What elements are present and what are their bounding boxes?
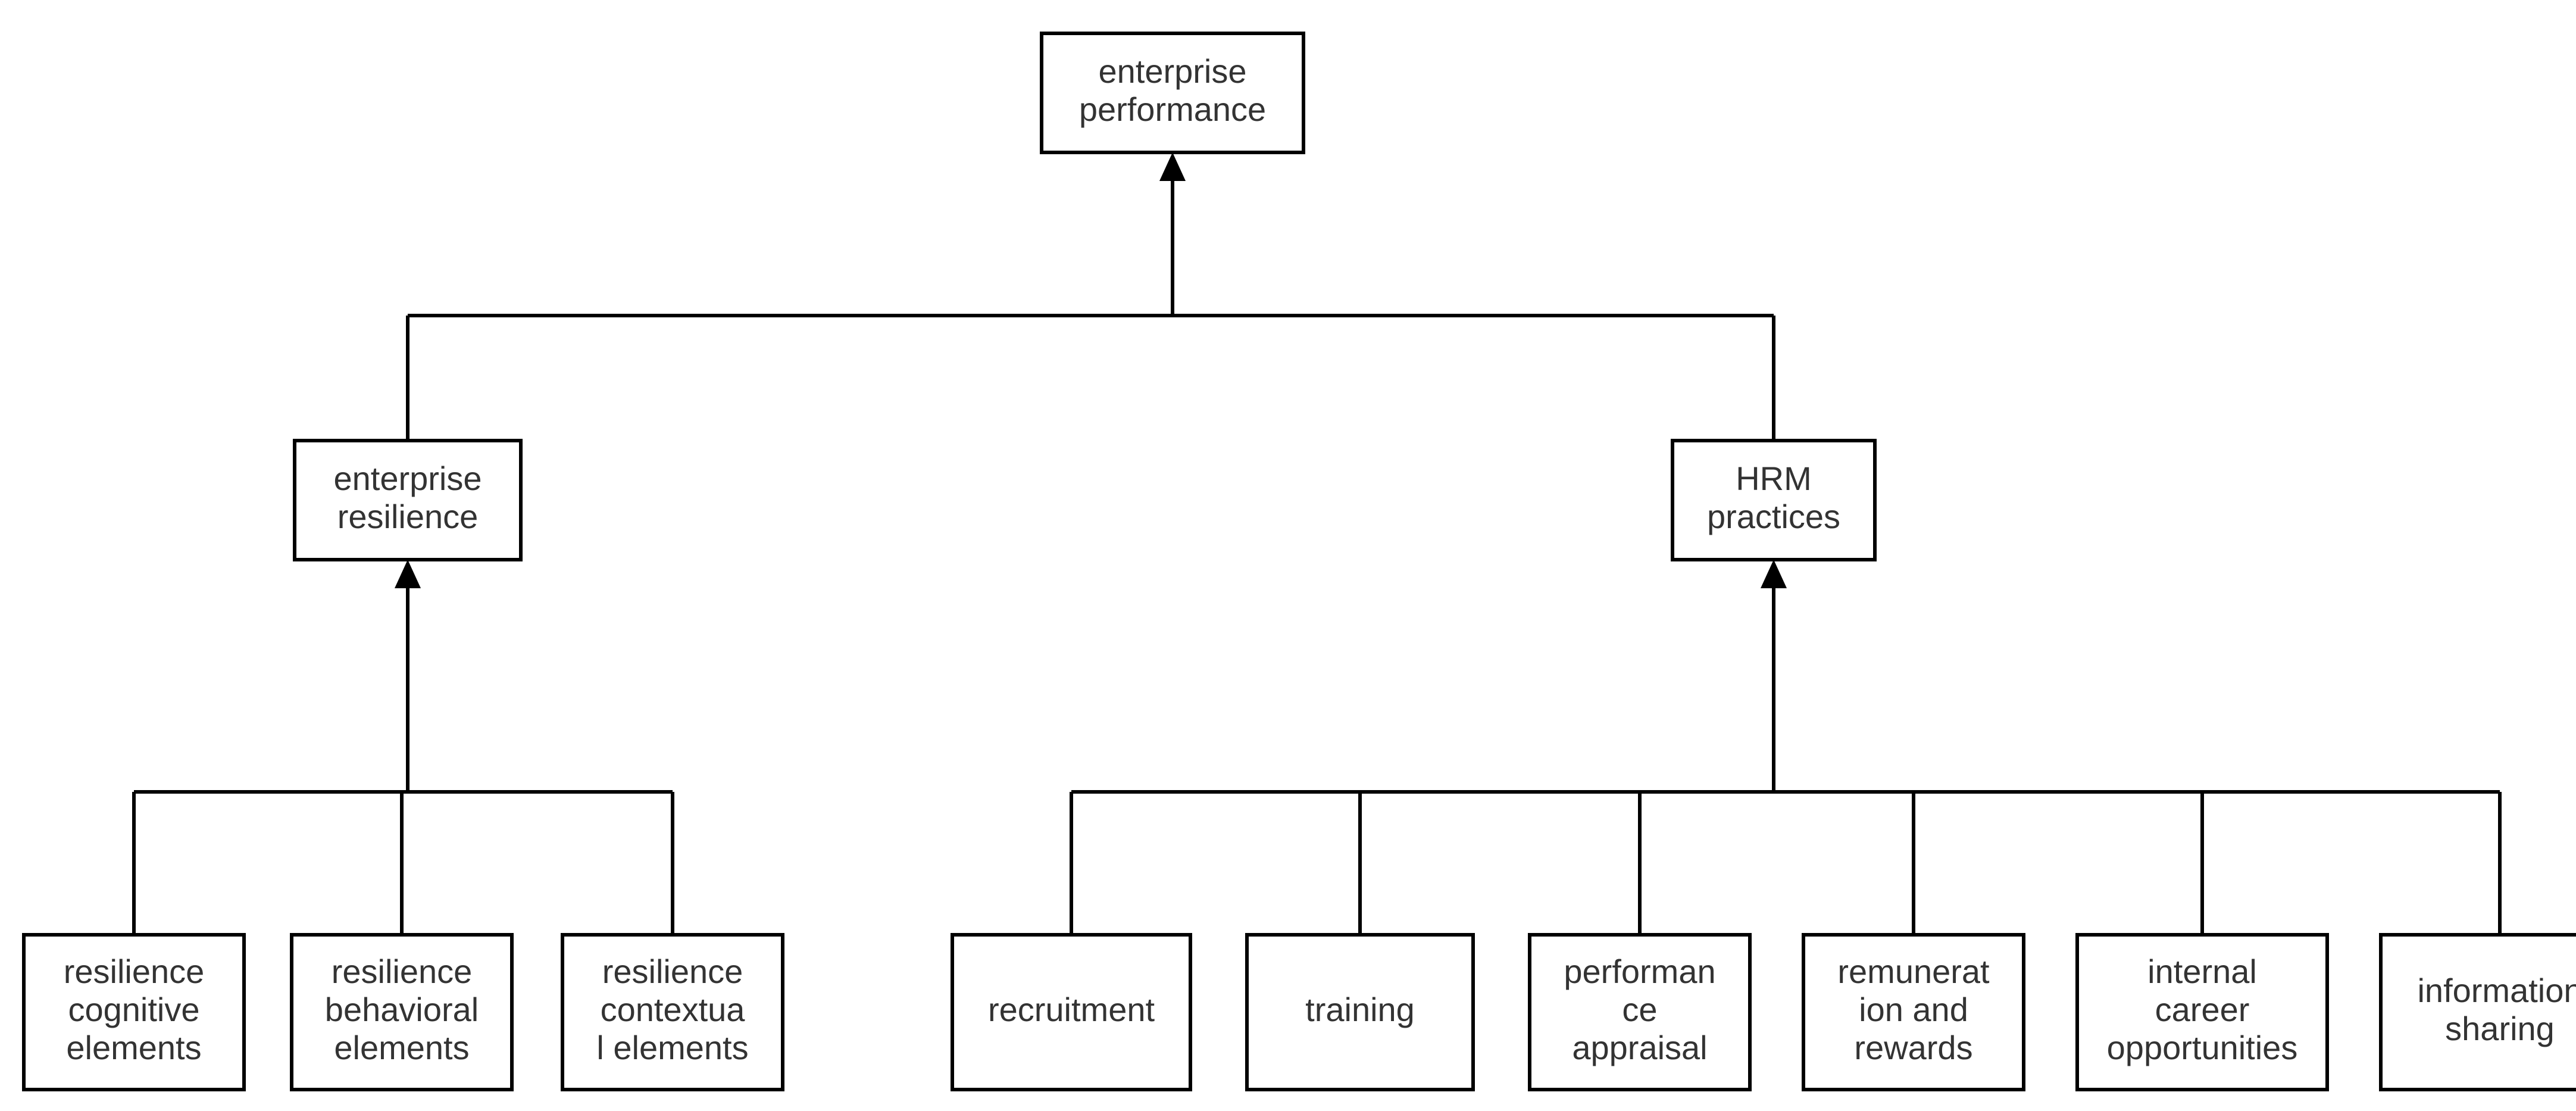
node-label: appraisal [1572, 1029, 1707, 1066]
node-label: ion and [1859, 991, 1968, 1028]
node-label: elements [334, 1029, 469, 1066]
node-label: resilience [337, 498, 479, 535]
node-label: resilience [332, 953, 473, 990]
node-label: recruitment [988, 991, 1155, 1028]
node-label: resilience [64, 953, 205, 990]
node-label: information [2417, 972, 2576, 1009]
node-hrm5: internalcareeropportunities [2077, 935, 2327, 1090]
node-label: elements [66, 1029, 201, 1066]
node-label: behavioral [325, 991, 479, 1028]
node-hrm3: performanceappraisal [1530, 935, 1750, 1090]
node-label: sharing [2445, 1010, 2555, 1047]
node-label: performance [1079, 90, 1266, 128]
node-res2: resiliencebehavioralelements [292, 935, 512, 1090]
node-root: enterpriseperformance [1042, 33, 1303, 152]
node-label: cognitive [68, 991, 199, 1028]
node-label: ce [1622, 991, 1657, 1028]
nodes-layer: enterpriseperformanceenterpriseresilienc… [24, 33, 2576, 1090]
node-label: resilience [602, 953, 743, 990]
node-label: internal [2147, 953, 2257, 990]
node-label: enterprise [1098, 52, 1246, 90]
node-label: HRM [1736, 460, 1812, 497]
node-hrm2: training [1247, 935, 1473, 1090]
node-hrm4: remuneration andrewards [1803, 935, 2024, 1090]
node-label: performan [1564, 953, 1715, 990]
node-res3: resiliencecontextual elements [562, 935, 783, 1090]
arrowhead-icon [1761, 560, 1787, 588]
node-label: career [2155, 991, 2250, 1028]
node-hrm6: informationsharing [2381, 935, 2576, 1090]
arrowhead-icon [1159, 152, 1186, 181]
node-label: enterprise [333, 460, 482, 497]
node-res1: resiliencecognitiveelements [24, 935, 244, 1090]
node-label: rewards [1854, 1029, 1972, 1066]
node-hrm: HRMpractices [1672, 441, 1875, 560]
node-hrm1: recruitment [952, 935, 1190, 1090]
hierarchy-diagram: enterpriseperformanceenterpriseresilienc… [0, 0, 2576, 1111]
node-label: training [1305, 991, 1415, 1028]
node-label: practices [1707, 498, 1840, 535]
node-label: opportunities [2107, 1029, 2298, 1066]
node-res: enterpriseresilience [295, 441, 521, 560]
node-label: l elements [596, 1029, 748, 1066]
arrowhead-icon [395, 560, 421, 588]
node-label: remunerat [1837, 953, 1990, 990]
node-label: contextua [601, 991, 746, 1028]
